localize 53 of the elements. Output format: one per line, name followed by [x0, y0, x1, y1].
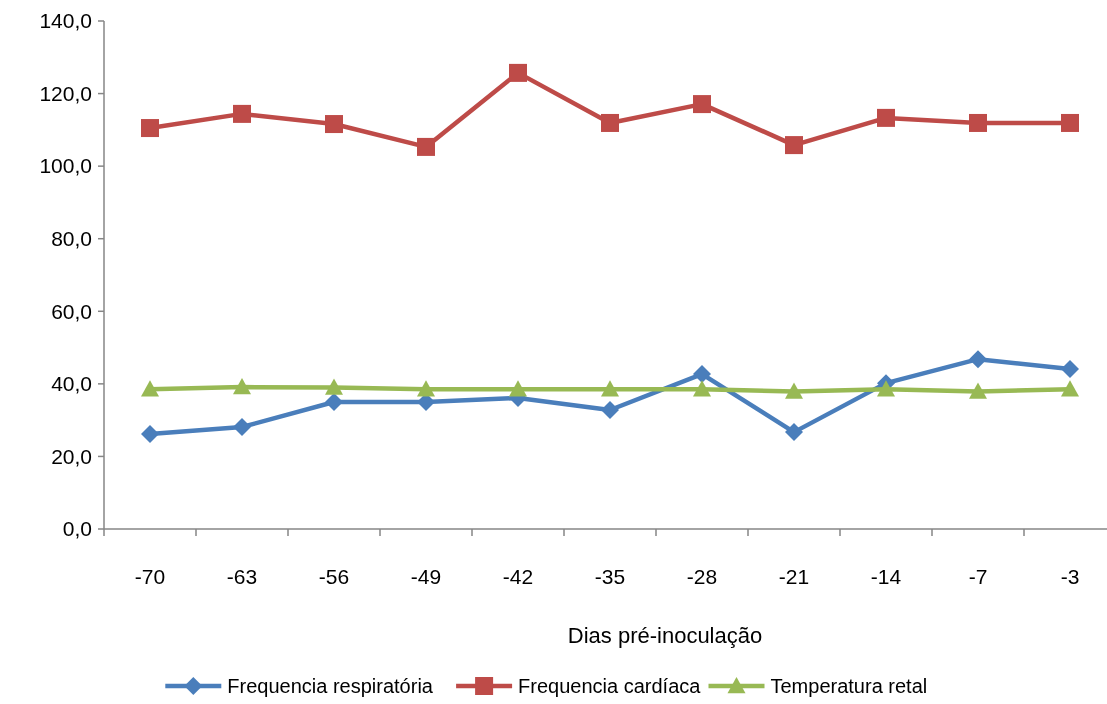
x-axis-title: Dias pré-inoculação: [567, 623, 763, 648]
point: [325, 393, 343, 411]
point: [601, 400, 619, 419]
x-tick-label: -35: [594, 565, 626, 588]
x-tick-label: -14: [870, 565, 902, 588]
y-tick-label: 100,0: [39, 154, 92, 178]
point: [693, 380, 711, 397]
point: [325, 378, 343, 395]
x-tick-label: -28: [686, 565, 718, 588]
legend-label: Frequencia cardíaca: [518, 675, 702, 697]
point: [693, 365, 711, 384]
point: [601, 113, 619, 132]
y-tick-label: 80,0: [51, 227, 92, 251]
point: [233, 418, 251, 437]
x-tick-label: -56: [318, 565, 350, 588]
point: [325, 115, 343, 134]
point: [785, 382, 803, 399]
point: [877, 108, 895, 127]
point: [1061, 380, 1079, 397]
point: [141, 380, 159, 397]
x-tick-label: -21: [778, 565, 810, 588]
y-tick-label: 140,0: [39, 9, 92, 33]
point: [509, 380, 527, 397]
legend-label: Frequencia respiratória: [227, 675, 434, 697]
y-tick-label: 120,0: [39, 81, 92, 105]
point: [509, 63, 527, 82]
x-tick-label: -70: [134, 565, 166, 588]
point: [417, 380, 435, 397]
y-tick-label: 0,0: [62, 517, 92, 541]
point: [1061, 113, 1079, 132]
point: [877, 380, 895, 397]
point: [141, 424, 159, 443]
x-tick-label: -42: [502, 565, 534, 588]
y-tick-label: 20,0: [51, 444, 92, 468]
x-tick-label: -3: [1060, 565, 1080, 588]
x-tick-label: -63: [226, 565, 258, 588]
point: [233, 104, 251, 123]
x-tick-label: -7: [968, 565, 988, 588]
point: [693, 95, 711, 114]
y-tick-label: 60,0: [51, 299, 92, 323]
point: [969, 382, 987, 399]
x-tick-label: -49: [410, 565, 442, 588]
point: [785, 423, 803, 442]
point: [785, 136, 803, 155]
point: [601, 380, 619, 397]
point: [969, 113, 987, 132]
point: [1061, 359, 1079, 378]
legend-label: Temperatura retal: [770, 675, 928, 697]
point: [417, 137, 435, 156]
point: [141, 119, 159, 138]
point: [233, 378, 251, 395]
y-tick-label: 40,0: [51, 372, 92, 396]
point: [969, 350, 987, 369]
